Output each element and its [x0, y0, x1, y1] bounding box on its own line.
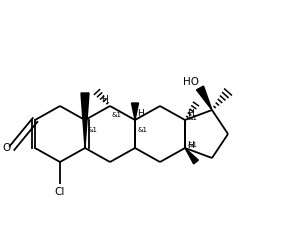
Text: Cl: Cl: [55, 187, 65, 197]
Text: H: H: [187, 109, 194, 118]
Text: H: H: [137, 109, 144, 118]
Text: H: H: [101, 95, 108, 104]
Text: O: O: [3, 143, 11, 153]
Polygon shape: [131, 103, 138, 120]
Text: &1: &1: [137, 127, 147, 133]
Polygon shape: [81, 93, 89, 148]
Text: &1: &1: [112, 112, 122, 118]
Text: &1: &1: [187, 142, 197, 148]
Text: &1: &1: [87, 127, 97, 133]
Text: HO: HO: [183, 77, 199, 87]
Text: &1: &1: [187, 115, 197, 121]
Text: H: H: [187, 141, 194, 150]
Polygon shape: [185, 148, 198, 164]
Polygon shape: [197, 86, 212, 110]
